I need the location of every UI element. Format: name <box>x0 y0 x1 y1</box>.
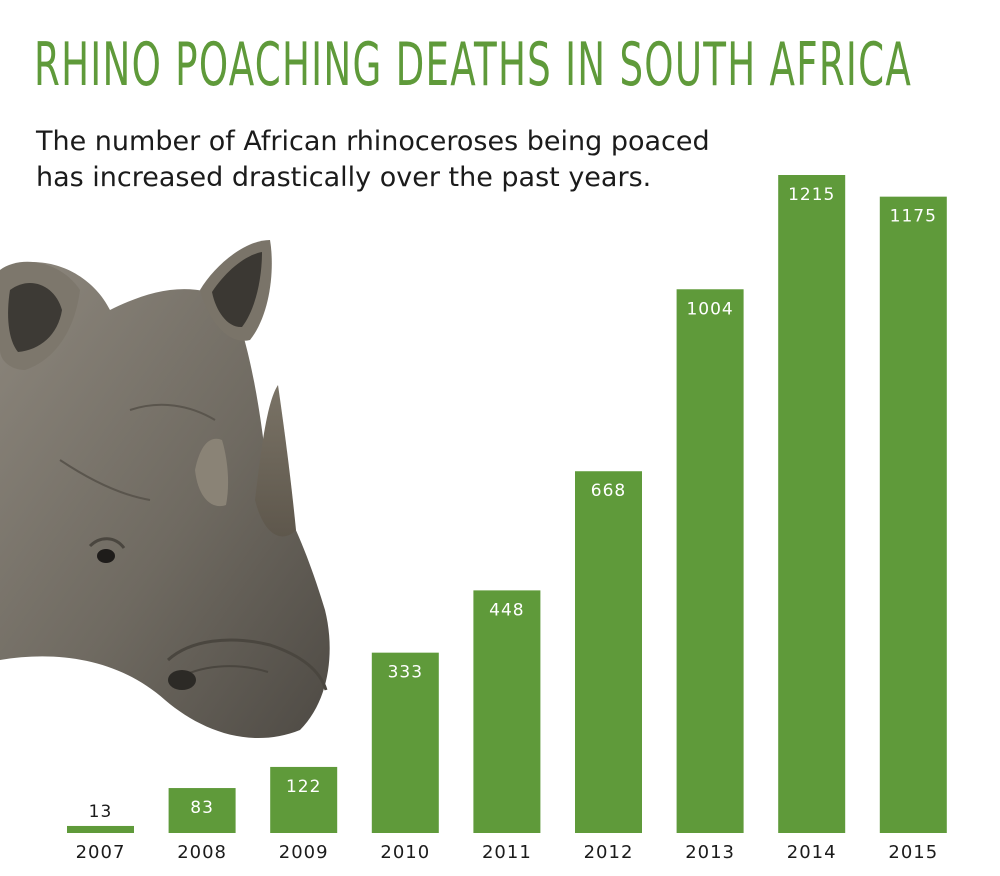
bar-2010 <box>371 652 439 833</box>
x-tick-2012: 2012 <box>584 842 634 863</box>
value-label-2011: 448 <box>489 600 524 620</box>
bar-2014 <box>778 175 846 833</box>
value-label-2008: 83 <box>190 798 214 818</box>
value-label-2012: 668 <box>591 481 626 501</box>
value-label-2014: 1215 <box>788 185 835 205</box>
chart-title: RHINO POACHING DEATHS IN SOUTH AFRICA <box>34 30 913 100</box>
value-label-2015: 1175 <box>890 207 937 227</box>
x-tick-2007: 2007 <box>76 842 126 863</box>
bar-2015 <box>879 196 947 834</box>
bar-2013 <box>676 289 744 833</box>
bar-2011 <box>473 590 541 833</box>
x-tick-2013: 2013 <box>685 842 735 863</box>
x-tick-2014: 2014 <box>787 842 837 863</box>
subtitle-line-1: The number of African rhinoceroses being… <box>36 126 710 157</box>
subtitle-line-2: has increased drastically over the past … <box>36 162 652 193</box>
bar-group <box>67 175 947 834</box>
bar-2009 <box>270 766 338 833</box>
x-tick-group: 2007 2008 2009 2010 2011 2012 2013 2014 2015 <box>76 842 938 863</box>
x-tick-2011: 2011 <box>482 842 532 863</box>
x-tick-2008: 2008 <box>177 842 227 863</box>
value-label-group: 13 83 122 333 448 668 1004 1215 1175 <box>89 185 937 822</box>
x-tick-2009: 2009 <box>279 842 329 863</box>
bar-2008 <box>168 788 236 833</box>
x-tick-2010: 2010 <box>380 842 430 863</box>
chart-subtitle: The number of African rhinoceroses being… <box>36 124 756 196</box>
rhino-illustration <box>0 240 330 739</box>
bar-2007 <box>67 825 134 833</box>
x-tick-2015: 2015 <box>888 842 938 863</box>
bar-2012 <box>575 471 642 833</box>
value-label-2013: 1004 <box>686 299 733 319</box>
value-label-2010: 333 <box>388 663 423 683</box>
value-label-2007: 13 <box>89 802 113 822</box>
value-label-2009: 122 <box>286 777 321 797</box>
